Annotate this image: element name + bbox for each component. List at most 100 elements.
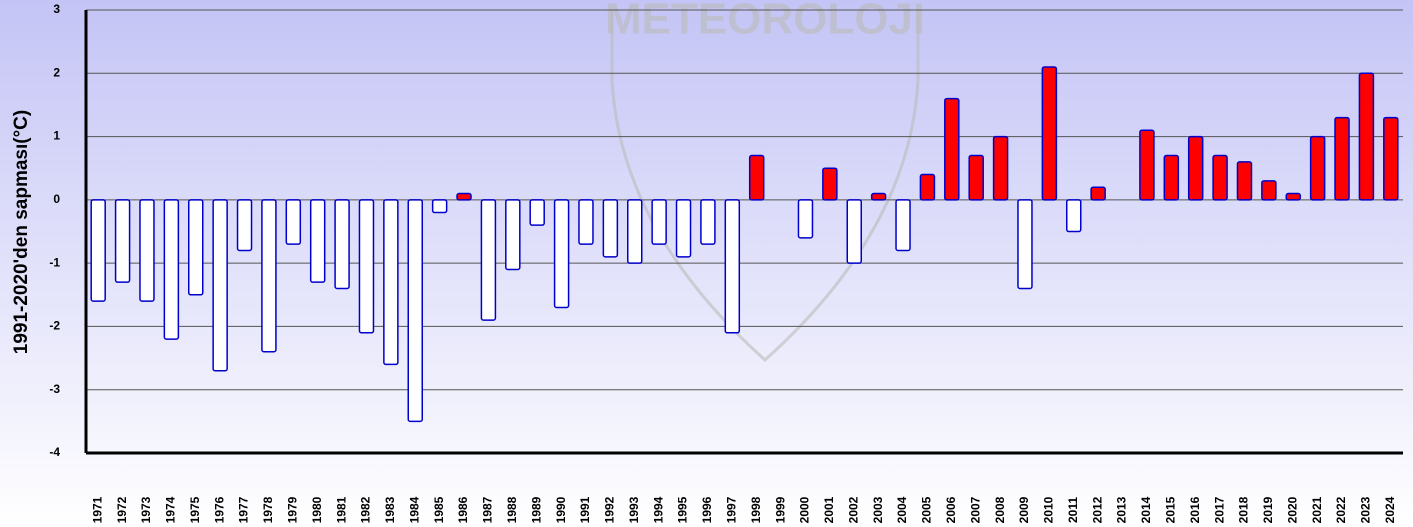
- bar: [1384, 118, 1398, 200]
- bar: [1091, 187, 1105, 200]
- y-tick-label: -4: [49, 445, 60, 459]
- x-tick-label: 2001: [822, 496, 836, 523]
- bar: [311, 200, 325, 282]
- x-tick-label: 2015: [1163, 496, 1177, 523]
- bar: [969, 156, 983, 200]
- x-tick-label: 1977: [237, 496, 251, 523]
- bar: [1042, 67, 1056, 200]
- bar: [530, 200, 544, 225]
- x-tick-label: 2011: [1066, 497, 1080, 523]
- bar: [213, 200, 227, 371]
- bar: [823, 168, 837, 200]
- x-tick-label: 2023: [1359, 496, 1373, 523]
- bar: [652, 200, 666, 244]
- x-tick-label: 2021: [1310, 496, 1324, 523]
- bar: [189, 200, 203, 295]
- x-tick-label: 2018: [1237, 496, 1251, 523]
- x-tick-label: 2024: [1383, 496, 1397, 523]
- bar: [164, 200, 178, 339]
- bar: [579, 200, 593, 244]
- x-tick-label: 1981: [334, 496, 348, 523]
- x-tick-label: 1987: [481, 496, 495, 523]
- bar: [91, 200, 105, 301]
- bar: [457, 194, 471, 200]
- bar: [701, 200, 715, 244]
- x-tick-label: 1993: [627, 496, 641, 523]
- x-tick-label: 2009: [1017, 496, 1031, 523]
- bar: [1140, 130, 1154, 200]
- x-tick-label: 1976: [212, 496, 226, 523]
- y-tick-label: -1: [49, 255, 60, 269]
- x-tick-label: 2013: [1115, 496, 1129, 523]
- bar: [555, 200, 569, 308]
- x-tick-label: 1982: [359, 496, 373, 523]
- x-tick-label: 2004: [895, 496, 909, 523]
- x-tick-label: 1985: [432, 496, 446, 523]
- x-tick-label: 1991: [578, 496, 592, 523]
- bar: [1067, 200, 1081, 232]
- x-tick-label: 1988: [505, 496, 519, 523]
- bar: [116, 200, 130, 282]
- x-tick-label: 1984: [407, 496, 421, 523]
- bar: [1237, 162, 1251, 200]
- x-tick-label: 2002: [846, 496, 860, 523]
- x-tick-label: 2000: [798, 496, 812, 523]
- watermark: METEOROLOJI: [605, 0, 925, 44]
- bar: [506, 200, 520, 270]
- bar: [140, 200, 154, 301]
- bar: [408, 200, 422, 422]
- x-tick-label: 1995: [676, 496, 690, 523]
- bar: [945, 99, 959, 200]
- bar: [359, 200, 373, 333]
- y-axis-label: 1991-2020'den sapması(°C): [11, 110, 32, 354]
- x-tick-label: 2003: [871, 496, 885, 523]
- bar: [847, 200, 861, 263]
- x-tick-label: 1992: [603, 496, 617, 523]
- x-tick-label: 1974: [164, 496, 178, 523]
- x-tick-label: 1997: [724, 496, 738, 523]
- x-tick-label: 1978: [261, 496, 275, 523]
- bar: [896, 200, 910, 251]
- x-tick-label: 2019: [1261, 496, 1275, 523]
- bar: [1359, 73, 1373, 200]
- y-tick-label: 3: [53, 2, 60, 16]
- bar: [1189, 137, 1203, 200]
- bar: [1213, 156, 1227, 200]
- x-tick-label: 1975: [188, 496, 202, 523]
- x-tick-label: 1994: [651, 496, 665, 523]
- x-tick-label: 1999: [773, 496, 787, 523]
- x-tick-label: 1980: [310, 496, 324, 523]
- x-tick-label: 2006: [944, 496, 958, 523]
- bar: [1286, 194, 1300, 200]
- x-tick-label: 1990: [554, 496, 568, 523]
- bar: [1018, 200, 1032, 289]
- bar: [286, 200, 300, 244]
- y-tick-label: 1: [53, 129, 60, 143]
- bar: [481, 200, 495, 320]
- bar: [750, 156, 764, 200]
- x-tick-label: 1986: [456, 496, 470, 523]
- x-tick-label: 2007: [968, 496, 982, 523]
- bar: [433, 200, 447, 213]
- bar: [628, 200, 642, 263]
- x-tick-label: 1971: [90, 496, 104, 523]
- bar: [872, 194, 886, 200]
- bar: [238, 200, 252, 251]
- bar: [798, 200, 812, 238]
- bar: [1164, 156, 1178, 200]
- y-tick-label: -3: [49, 382, 60, 396]
- bar: [1262, 181, 1276, 200]
- x-tick-label: 1973: [139, 496, 153, 523]
- x-tick-label: 2017: [1212, 496, 1226, 523]
- x-tick-label: 1979: [285, 496, 299, 523]
- x-tick-label: 2010: [1042, 496, 1056, 523]
- x-tick-label: 2012: [1090, 496, 1104, 523]
- bar: [677, 200, 691, 257]
- x-tick-label: 2020: [1285, 496, 1299, 523]
- y-tick-label: 2: [53, 65, 60, 79]
- bar: [603, 200, 617, 257]
- bar: [384, 200, 398, 365]
- x-tick-label: 2005: [920, 496, 934, 523]
- x-tick-label: 1983: [383, 496, 397, 523]
- x-tick-label: 1996: [700, 496, 714, 523]
